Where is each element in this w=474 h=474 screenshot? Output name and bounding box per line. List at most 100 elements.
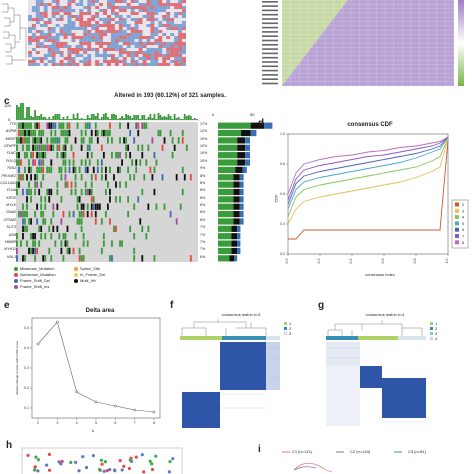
scatter-point xyxy=(33,465,37,469)
cdf-y-tick: 0.8 xyxy=(280,162,285,166)
top-bar xyxy=(100,117,103,120)
side-bar xyxy=(237,233,241,240)
cdf-x-tick: 0.0 xyxy=(285,259,289,264)
delta-x-tick: 5 xyxy=(95,421,97,425)
panel-d-xlabel: consensus index xyxy=(365,272,395,277)
side-bar xyxy=(218,218,234,225)
top-bar xyxy=(193,118,196,120)
panel-h-letter: h xyxy=(6,440,13,451)
percent-label: 8% xyxy=(200,203,206,208)
side-bar xyxy=(242,166,247,173)
top-bar xyxy=(157,113,160,120)
cdf-series-line xyxy=(287,138,449,225)
side-bar xyxy=(235,166,243,173)
top-bar xyxy=(187,115,190,120)
top-bar xyxy=(125,114,128,120)
delta-point xyxy=(36,342,40,346)
oncoplot-legend-item: Frame_Shift_Del xyxy=(14,278,50,283)
side-bar xyxy=(218,174,234,181)
gene-label: TTK xyxy=(9,122,16,126)
panel-f-legend-2: 2 xyxy=(289,326,292,331)
top-bar xyxy=(16,105,18,120)
side-bar xyxy=(218,203,234,210)
top-bar xyxy=(137,115,140,120)
side-bar xyxy=(233,174,240,181)
panel-f-matrix xyxy=(180,319,288,430)
cdf-series-line xyxy=(287,138,449,217)
top-bar xyxy=(165,117,168,120)
top-bar xyxy=(163,116,166,120)
side-bar xyxy=(233,196,240,203)
legend-swatch xyxy=(74,278,78,283)
side-bar xyxy=(218,211,234,218)
scatter-point xyxy=(74,460,78,464)
cdf-x-tick: 0.6 xyxy=(381,259,385,264)
top-bar xyxy=(179,119,182,120)
cdf-y-tick: 1.0 xyxy=(280,132,285,136)
gene-label: MYLK xyxy=(6,203,16,208)
legend-swatch xyxy=(14,278,18,283)
side-bar xyxy=(241,129,251,137)
top-bar xyxy=(155,119,158,120)
panel-f-legend-1: 1 xyxy=(289,321,292,326)
percent-label: 6% xyxy=(200,254,206,259)
cdf-legend-swatch xyxy=(455,215,459,220)
top-bar xyxy=(135,115,138,120)
legend-label: Nonsense_Mutation xyxy=(20,272,56,277)
percent-label: 10% xyxy=(200,144,208,149)
top-bar xyxy=(54,114,57,120)
scatter-point xyxy=(32,468,37,472)
side-bar xyxy=(233,211,240,218)
panel-f-legend-3: 3 xyxy=(289,331,292,336)
percent-label: 17% xyxy=(200,122,208,126)
cdf-legend-label: 6 xyxy=(462,227,465,232)
panel-g-legend-1: 1 xyxy=(435,321,438,326)
top-bar xyxy=(167,114,170,120)
scatter-point xyxy=(36,458,40,462)
scatter-point xyxy=(168,459,172,464)
scatter-point xyxy=(105,469,109,473)
top-bar xyxy=(129,116,132,120)
delta-y-tick: 0.3 xyxy=(24,366,29,370)
cdf-x-tick: 0.8 xyxy=(413,259,417,264)
delta-point xyxy=(152,410,156,414)
top-bar xyxy=(149,114,152,120)
top-bar xyxy=(22,103,24,120)
top-bar xyxy=(36,116,39,120)
top-bar xyxy=(88,118,91,120)
cdf-legend-swatch xyxy=(455,208,459,213)
panel-i-legend-c3: C3 (n=81) xyxy=(408,449,426,454)
panel-e-letter: e xyxy=(4,300,10,311)
scatter-point xyxy=(81,455,85,459)
side-bar xyxy=(233,181,240,188)
percent-label: 7% xyxy=(200,225,206,230)
scatter-point xyxy=(148,459,152,463)
side-bar xyxy=(218,144,238,151)
side-bar xyxy=(237,144,246,151)
percent-label: 10% xyxy=(200,151,208,156)
scatter-point xyxy=(171,457,175,461)
gene-label: KIF20 xyxy=(6,195,16,200)
top-bar xyxy=(80,118,83,120)
scatter-point xyxy=(113,469,117,473)
scatter-point xyxy=(142,470,146,474)
cdf-legend-label: 7 xyxy=(462,234,465,239)
side-bar xyxy=(218,137,238,144)
percent-label: 9% xyxy=(200,166,206,171)
panel-a-dendrogram xyxy=(2,3,27,65)
top-bar xyxy=(82,119,85,120)
top-bar xyxy=(104,113,107,120)
gene-label: MKI67 xyxy=(5,136,16,141)
side-bar xyxy=(218,196,234,203)
percent-label: 8% xyxy=(200,188,206,193)
scatter-point xyxy=(34,455,38,459)
percent-label: 7% xyxy=(200,232,206,237)
gene-label: A2M xyxy=(8,232,16,237)
gene-label: KNL1 xyxy=(7,254,16,259)
cdf-series-line xyxy=(287,136,449,210)
delta-x-tick: 2 xyxy=(37,421,39,425)
scatter-point xyxy=(150,462,154,466)
cdf-series-line xyxy=(287,136,449,195)
scatter-point xyxy=(57,460,61,464)
side-bar xyxy=(233,218,240,225)
